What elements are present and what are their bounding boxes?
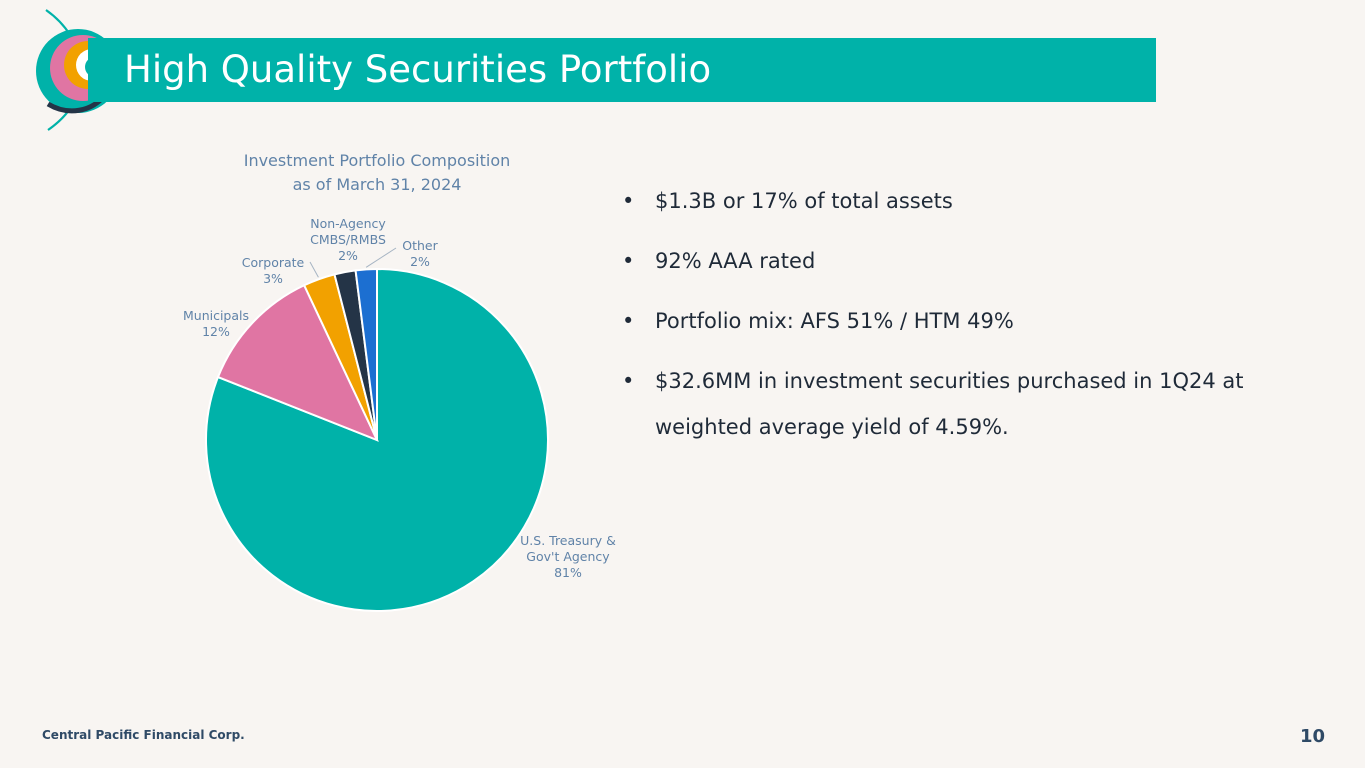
bullet-item: • Portfolio mix: AFS 51% / HTM 49% <box>622 298 1302 344</box>
bullet-text: $32.6MM in investment securities purchas… <box>655 369 1244 439</box>
slice-label: CMBS/RMBS <box>310 232 386 247</box>
title-bar <box>88 38 1156 102</box>
label-leader-line <box>365 247 397 268</box>
pie-slice <box>354 267 378 441</box>
bullet-text: $1.3B or 17% of total assets <box>655 189 953 213</box>
bullet-marker: • <box>622 249 635 273</box>
slice-label: U.S. Treasury & <box>520 533 616 548</box>
slice-label: Municipals <box>183 308 249 323</box>
bullet-text: Portfolio mix: AFS 51% / HTM 49% <box>655 309 1014 333</box>
pie-slice <box>216 283 379 442</box>
label-leader-line <box>309 261 319 278</box>
key-points-list: • $1.3B or 17% of total assets • 92% AAA r… <box>622 178 1302 464</box>
page-title: High Quality Securities Portfolio <box>124 48 712 91</box>
slice-label: Non-Agency <box>310 216 386 231</box>
bullet-text: 92% AAA rated <box>655 249 816 273</box>
bullet-marker: • <box>622 309 635 333</box>
chart-title-line-2: as of March 31, 2024 <box>293 175 462 194</box>
bullet-item: • 92% AAA rated <box>622 238 1302 284</box>
page-number: 10 <box>1299 726 1325 747</box>
slice-label: Other <box>402 238 438 253</box>
slice-label: 2% <box>338 248 358 263</box>
bullet-item: • $32.6MM in investment securities purcha… <box>622 358 1302 450</box>
footer-company-name: Central Pacific Financial Corp. <box>42 728 245 742</box>
slice-label: Corporate <box>242 255 305 270</box>
chart-title-line-1: Investment Portfolio Composition <box>244 151 511 170</box>
slice-label: Gov't Agency <box>526 549 610 564</box>
bullet-item: • $1.3B or 17% of total assets <box>622 178 1302 224</box>
slice-label: 12% <box>202 324 230 339</box>
slice-label: 3% <box>263 271 283 286</box>
slice-label: 81% <box>554 565 582 580</box>
slice-label: 2% <box>410 254 430 269</box>
bullet-marker: • <box>622 189 635 213</box>
bullet-marker: • <box>622 369 635 393</box>
pie-slice <box>205 267 549 612</box>
